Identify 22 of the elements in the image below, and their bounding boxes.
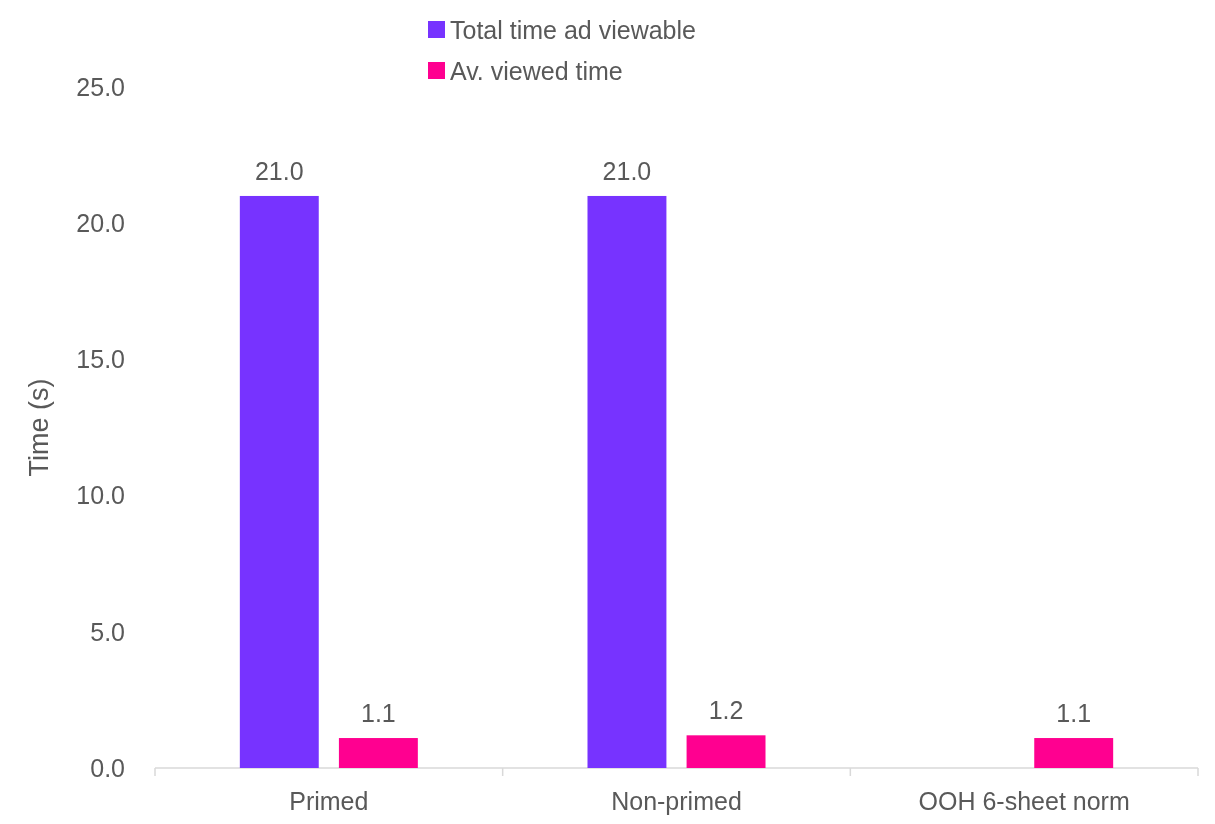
y-tick-label: 10.0 <box>76 481 125 510</box>
bar <box>686 735 766 768</box>
data-label: 1.1 <box>360 699 396 728</box>
data-label: 21.0 <box>254 156 304 185</box>
data-label: 1.2 <box>708 696 744 725</box>
data-label: 21.0 <box>602 156 652 185</box>
y-tick-label: 25.0 <box>76 72 125 101</box>
bar <box>239 195 319 768</box>
x-tick-label: Non-primed <box>611 787 742 815</box>
bar <box>1034 738 1114 768</box>
y-tick-label: 15.0 <box>76 345 125 374</box>
y-tick-label: 5.0 <box>90 617 125 646</box>
y-tick-label: 0.0 <box>90 753 125 782</box>
bar <box>338 738 418 768</box>
x-tick-label: Primed <box>289 787 369 815</box>
y-axis-title: Time (s) <box>24 378 54 477</box>
y-tick-label: 20.0 <box>76 208 125 237</box>
bar <box>587 195 667 768</box>
x-tick-label: OOH 6-sheet norm <box>918 787 1130 815</box>
legend-label: Total time ad viewable <box>450 15 696 44</box>
legend-label: Av. viewed time <box>450 56 623 85</box>
data-label: 1.1 <box>1056 699 1092 728</box>
